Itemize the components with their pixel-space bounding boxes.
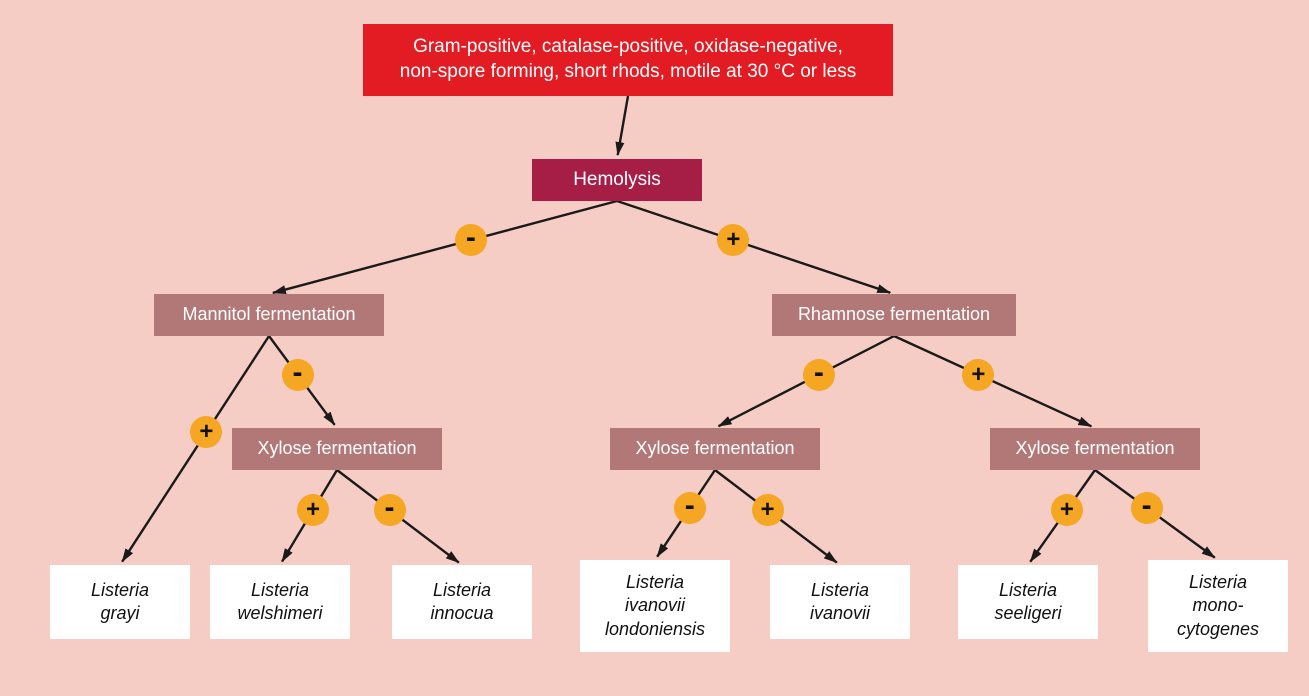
node-leaf_mono: Listeriamono-cytogenes (1148, 560, 1288, 652)
minus-badge: - (1131, 492, 1163, 524)
minus-badge: - (674, 492, 706, 524)
node-label: Rhamnose fermentation (798, 303, 990, 326)
node-label: Mannitol fermentation (182, 303, 355, 326)
node-label: Listeriawelshimeri (237, 579, 322, 626)
minus-badge: - (455, 224, 487, 256)
node-xyl_c: Xylose fermentation (990, 428, 1200, 470)
node-leaf_welsh: Listeriawelshimeri (210, 565, 350, 639)
node-label: Hemolysis (573, 168, 661, 193)
node-label: Listeriaseeligeri (994, 579, 1061, 626)
node-leaf_seel: Listeriaseeligeri (958, 565, 1098, 639)
badge-label: - (293, 358, 303, 388)
flowchart-canvas: Gram-positive, catalase-positive, oxidas… (0, 0, 1309, 696)
node-leaf_innoc: Listeriainnocua (392, 565, 532, 639)
minus-badge: - (803, 359, 835, 391)
node-label: Listeriamono-cytogenes (1177, 571, 1259, 641)
plus-badge: + (297, 494, 329, 526)
node-label: Xylose fermentation (1015, 437, 1174, 460)
badge-label: - (385, 493, 395, 523)
node-root: Gram-positive, catalase-positive, oxidas… (363, 24, 893, 96)
edge-hemo-mann (273, 201, 617, 293)
node-leaf_ivan: Listeriaivanovii (770, 565, 910, 639)
node-hemo: Hemolysis (532, 159, 702, 201)
node-label: Listeriaivanovii (810, 579, 870, 626)
badge-label: + (726, 228, 740, 252)
badge-label: + (760, 498, 774, 522)
plus-badge: + (1051, 494, 1083, 526)
badge-label: - (685, 491, 695, 521)
plus-badge: + (752, 494, 784, 526)
node-xyl_b: Xylose fermentation (610, 428, 820, 470)
edge-hemo-rham (617, 201, 890, 293)
node-mann: Mannitol fermentation (154, 294, 384, 336)
node-leaf_grayi: Listeriagrayi (50, 565, 190, 639)
node-label: Xylose fermentation (635, 437, 794, 460)
badge-label: - (466, 223, 476, 253)
badge-label: + (1060, 498, 1074, 522)
node-label: Gram-positive, catalase-positive, oxidas… (400, 35, 856, 84)
badge-label: + (971, 363, 985, 387)
node-label: Listeriaivanoviilondoniensis (605, 571, 705, 641)
node-label: Listeriagrayi (91, 579, 149, 626)
node-xyl_a: Xylose fermentation (232, 428, 442, 470)
minus-badge: - (374, 494, 406, 526)
badge-label: - (814, 358, 824, 388)
node-label: Listeriainnocua (430, 579, 493, 626)
badge-label: - (1142, 491, 1152, 521)
minus-badge: - (282, 359, 314, 391)
node-leaf_ivlon: Listeriaivanoviilondoniensis (580, 560, 730, 652)
badge-label: + (199, 420, 213, 444)
node-rham: Rhamnose fermentation (772, 294, 1016, 336)
edge-root-hemo (618, 96, 628, 155)
badge-label: + (306, 498, 320, 522)
node-label: Xylose fermentation (257, 437, 416, 460)
plus-badge: + (962, 359, 994, 391)
